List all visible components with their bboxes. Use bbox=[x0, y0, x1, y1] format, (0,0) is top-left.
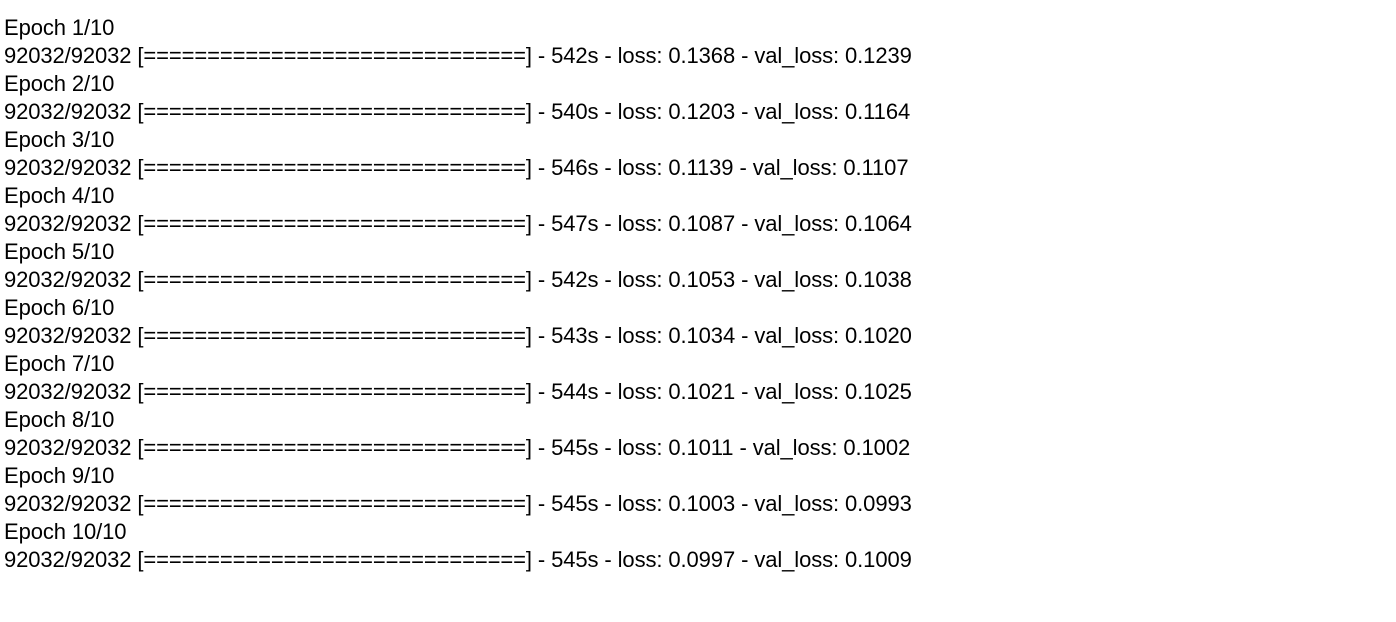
epoch-header: Epoch 4/10 bbox=[4, 183, 115, 208]
epoch-progress-line: 92032/92032 [===========================… bbox=[4, 547, 912, 572]
epoch-header: Epoch 9/10 bbox=[4, 463, 115, 488]
epoch-header: Epoch 7/10 bbox=[4, 351, 115, 376]
epoch-header: Epoch 5/10 bbox=[4, 239, 115, 264]
epoch-progress-line: 92032/92032 [===========================… bbox=[4, 155, 909, 180]
epoch-progress-line: 92032/92032 [===========================… bbox=[4, 267, 912, 292]
epoch-header: Epoch 8/10 bbox=[4, 407, 115, 432]
epoch-header: Epoch 10/10 bbox=[4, 519, 127, 544]
epoch-header: Epoch 3/10 bbox=[4, 127, 115, 152]
training-log: Epoch 1/10 92032/92032 [================… bbox=[4, 14, 1384, 574]
epoch-progress-line: 92032/92032 [===========================… bbox=[4, 323, 912, 348]
epoch-progress-line: 92032/92032 [===========================… bbox=[4, 435, 911, 460]
epoch-header: Epoch 6/10 bbox=[4, 295, 115, 320]
epoch-progress-line: 92032/92032 [===========================… bbox=[4, 491, 912, 516]
epoch-progress-line: 92032/92032 [===========================… bbox=[4, 99, 911, 124]
epoch-progress-line: 92032/92032 [===========================… bbox=[4, 43, 912, 68]
epoch-header: Epoch 1/10 bbox=[4, 15, 115, 40]
epoch-progress-line: 92032/92032 [===========================… bbox=[4, 379, 912, 404]
epoch-progress-line: 92032/92032 [===========================… bbox=[4, 211, 912, 236]
epoch-header: Epoch 2/10 bbox=[4, 71, 115, 96]
